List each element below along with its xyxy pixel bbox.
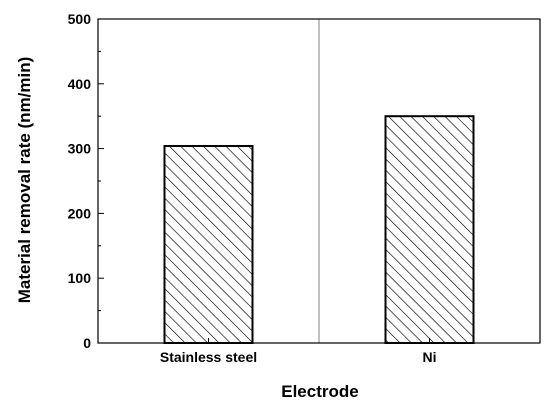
y-tick-label: 0 — [83, 335, 91, 351]
y-tick-label: 100 — [68, 270, 92, 286]
x-tick-label: Ni — [423, 349, 437, 365]
y-axis-title: Material removal rate (nm/min) — [15, 57, 34, 304]
bar-stainless-steel — [163, 145, 254, 344]
y-tick-label: 300 — [68, 141, 92, 157]
x-axis-ticks: Stainless steel Ni — [160, 338, 437, 365]
y-tick-label: 500 — [68, 11, 92, 27]
bar-ni — [384, 115, 475, 344]
y-tick-label: 200 — [68, 205, 92, 221]
x-tick-label: Stainless steel — [160, 349, 257, 365]
y-tick-label: 400 — [68, 76, 92, 92]
bars — [163, 115, 475, 344]
x-axis-title: Electrode — [281, 382, 358, 401]
y-axis-ticks: 0 100 200 300 400 500 — [68, 11, 104, 351]
